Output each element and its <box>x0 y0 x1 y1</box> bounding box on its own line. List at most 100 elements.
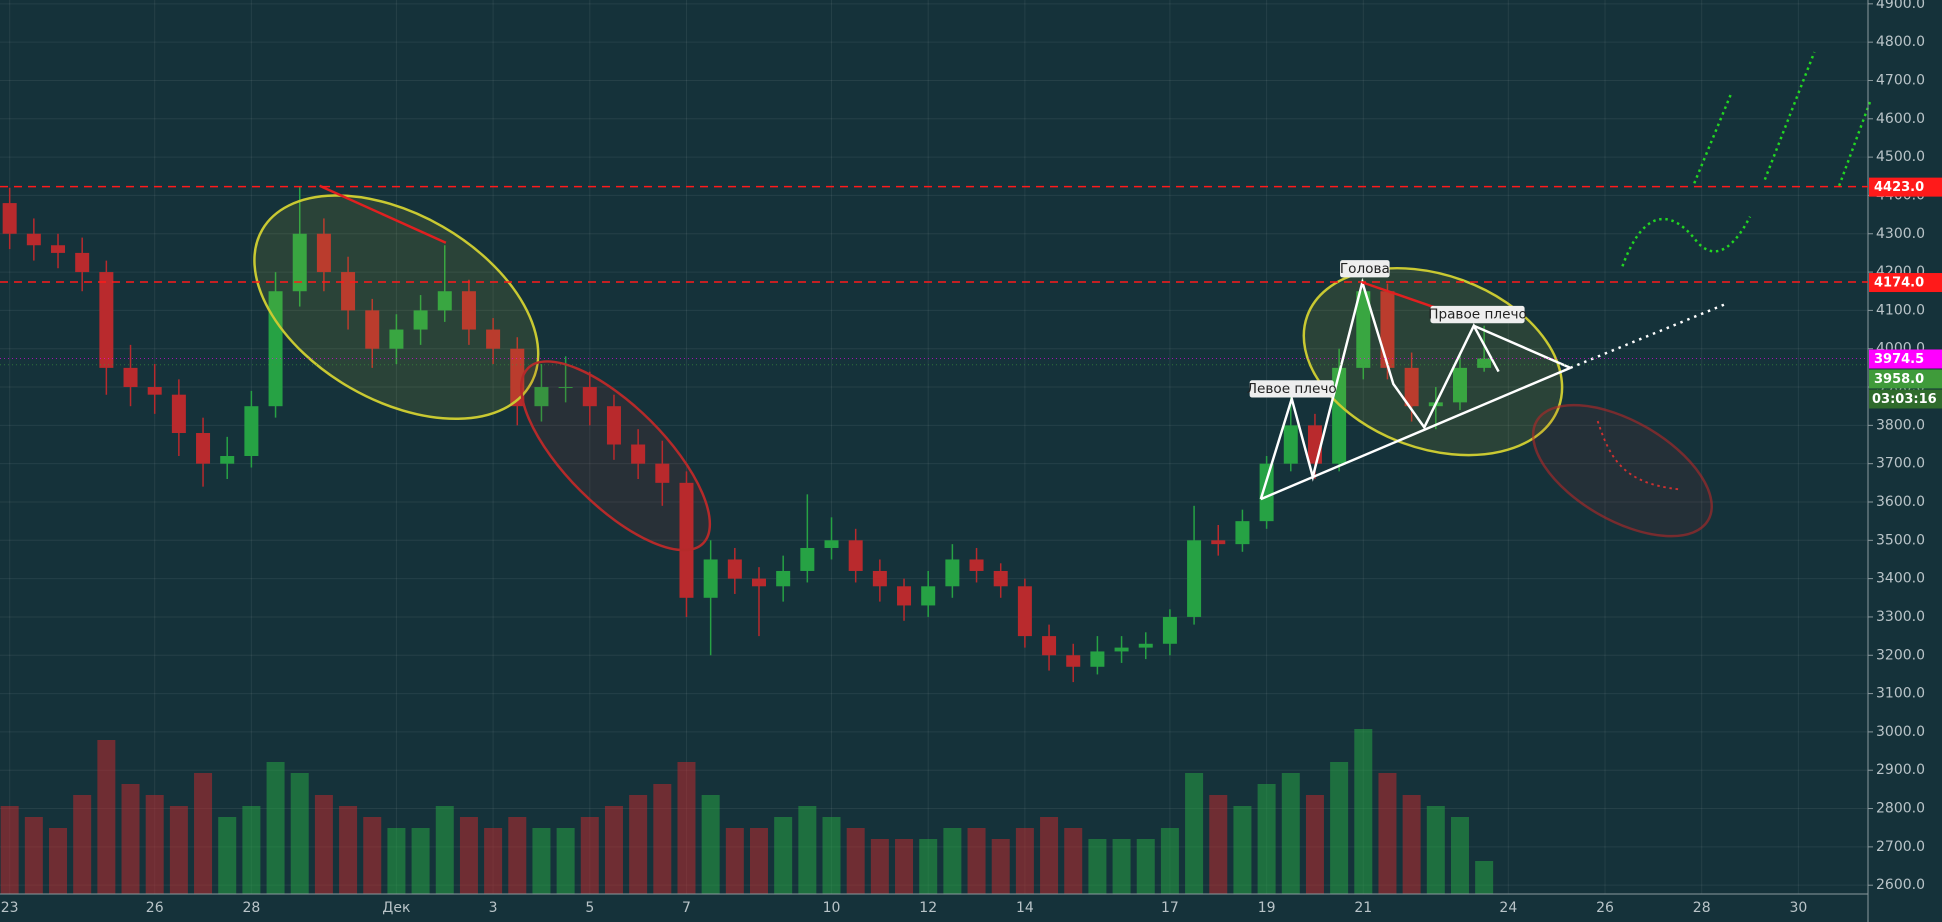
candle-body <box>1235 521 1250 545</box>
x-tick-label: 23 <box>1 900 19 916</box>
x-tick-label: 30 <box>1789 900 1807 916</box>
volume-bar <box>1305 795 1324 894</box>
candle-body <box>655 463 670 483</box>
candle-body <box>1452 367 1467 403</box>
level-label-box <box>1869 273 1942 293</box>
candle-body <box>679 482 694 598</box>
candles <box>2 186 1492 683</box>
level-label: 4423.0 <box>1874 180 1924 195</box>
level-label-box <box>1869 349 1942 369</box>
x-tick-label: 24 <box>1499 900 1517 916</box>
volume-bar <box>218 817 237 894</box>
volume-bar <box>870 839 889 894</box>
volume-bar <box>677 762 696 894</box>
candle-body <box>51 245 66 253</box>
x-tick-label: 7 <box>682 900 691 916</box>
volume-bar <box>1160 828 1179 894</box>
candle-body <box>1042 636 1057 656</box>
volume <box>0 729 1494 894</box>
y-tick-label: 3500.0 <box>1876 532 1925 548</box>
candle-body <box>26 233 41 246</box>
x-tick-label: 14 <box>1016 900 1034 916</box>
y-tick-label: 3600.0 <box>1876 494 1925 510</box>
candle-body <box>486 329 501 349</box>
countdown: 03:03:16 <box>1872 392 1937 407</box>
annotation: Голова <box>1340 261 1390 277</box>
y-tick-label: 4800.0 <box>1876 34 1925 50</box>
y-tick-label: 3800.0 <box>1876 417 1925 433</box>
volume-bar <box>1257 784 1276 894</box>
y-tick-label: 4500.0 <box>1876 149 1925 165</box>
x-tick-label: 26 <box>1596 900 1614 916</box>
candle-body <box>993 570 1008 587</box>
volume-bar <box>1378 773 1397 894</box>
volume-bar <box>943 828 962 894</box>
volume-bar <box>1015 828 1034 894</box>
y-tick-label: 3000.0 <box>1876 724 1925 740</box>
y-tick-label: 3400.0 <box>1876 571 1925 587</box>
candle-body <box>1380 291 1395 368</box>
candle-body <box>2 203 17 234</box>
volume-bar <box>1112 839 1131 894</box>
volume-bar <box>73 795 92 894</box>
volume-bar <box>1233 806 1252 894</box>
y-tick-label: 3100.0 <box>1876 686 1925 702</box>
volume-bar <box>1330 762 1349 894</box>
volume-bar <box>363 817 382 894</box>
volume-bar <box>145 795 164 894</box>
annotation-box <box>1430 305 1525 324</box>
candle-body <box>292 233 307 292</box>
x-tick-label: 19 <box>1258 900 1276 916</box>
candle-body <box>703 559 718 598</box>
ellipse <box>519 360 712 552</box>
volume-bar <box>169 806 188 894</box>
volume-bar <box>556 828 575 894</box>
volume-bar <box>725 828 744 894</box>
annotation: Правое плечо <box>1428 307 1527 323</box>
x-tick-label: 21 <box>1354 900 1372 916</box>
annotation-box <box>1340 260 1390 278</box>
volume-bar <box>604 806 623 894</box>
volume-bar <box>314 795 333 894</box>
candle-body <box>800 547 815 571</box>
volume-bar <box>774 817 793 894</box>
volume-bar <box>290 773 309 894</box>
candle-body <box>365 310 380 349</box>
volume-bar <box>1402 795 1421 894</box>
volume-bar <box>1450 817 1469 894</box>
volume-bar <box>484 828 503 894</box>
candle-body <box>1259 463 1274 522</box>
projection <box>1621 51 1872 267</box>
volume-bar <box>919 839 938 894</box>
volume-bar <box>822 817 841 894</box>
drawings: Голова Левое плечо Правое плечо <box>253 51 1872 552</box>
x-tick-label: 28 <box>1693 900 1711 916</box>
candle-body <box>1211 540 1226 545</box>
volume-bar <box>629 795 648 894</box>
volume-bar <box>701 795 720 894</box>
candle-body <box>413 310 428 330</box>
volume-bar <box>459 817 478 894</box>
candle-body <box>389 329 404 349</box>
x-tick-label: 3 <box>489 900 498 916</box>
volume-bar <box>1136 839 1155 894</box>
y-tick-label: 2800.0 <box>1876 801 1925 817</box>
y-tick-label: 4300.0 <box>1876 226 1925 242</box>
volume-bar <box>435 806 454 894</box>
volume-bar <box>508 817 527 894</box>
candle-body <box>776 570 791 587</box>
volume-bar <box>1040 817 1059 894</box>
x-tick-label: Дек <box>382 900 410 916</box>
volume-bar <box>0 806 19 894</box>
x-tick-label: 17 <box>1161 900 1179 916</box>
x-tick-label: 5 <box>585 900 594 916</box>
volume-bar <box>194 773 213 894</box>
volume-bar <box>991 839 1010 894</box>
candle-body <box>606 406 621 445</box>
candle-body <box>316 233 331 273</box>
trendline <box>1473 324 1571 369</box>
volume-bar <box>97 740 116 894</box>
x-tick-label: 12 <box>919 900 937 916</box>
candle-body <box>582 387 597 407</box>
candle-body <box>1283 425 1298 464</box>
